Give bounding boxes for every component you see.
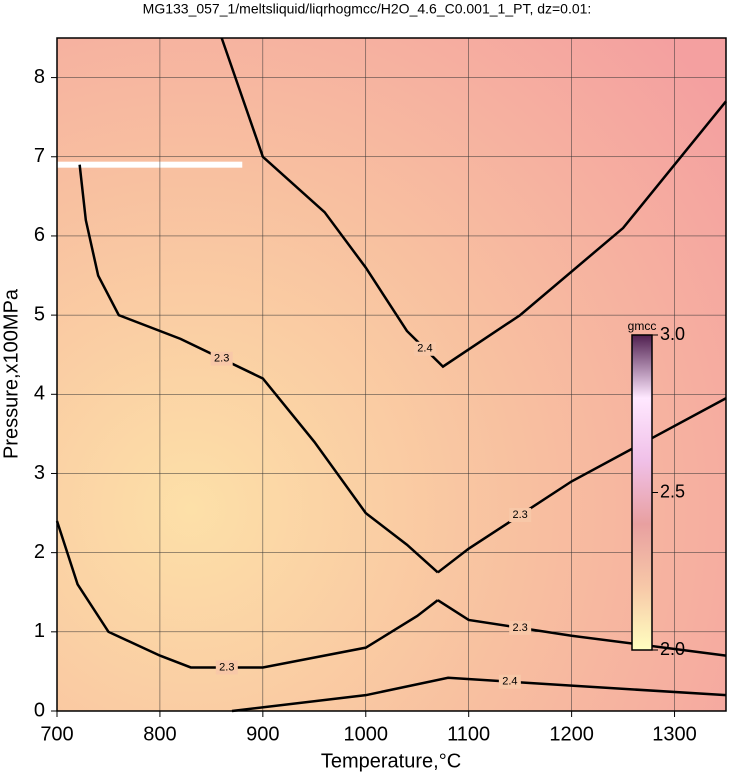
x-tick-label: 1100 bbox=[447, 723, 490, 745]
contour-label: 2.3 bbox=[513, 622, 528, 634]
plot-frame bbox=[56, 37, 727, 712]
colorbar-tick-label: 2.0 bbox=[660, 639, 685, 659]
contour-line bbox=[55, 520, 439, 669]
colorbar-label: gmcc bbox=[628, 319, 657, 333]
y-tick-label: 5 bbox=[34, 303, 45, 325]
y-tick-label: 6 bbox=[34, 224, 45, 246]
contour-label-bg bbox=[215, 660, 238, 675]
contour-label-bg bbox=[413, 341, 436, 356]
contour-label: 2.3 bbox=[219, 661, 234, 673]
y-tick-label: 4 bbox=[34, 383, 45, 405]
y-tick-label: 2 bbox=[34, 541, 45, 563]
x-tick-label: 700 bbox=[40, 723, 73, 745]
contour-label: 2.4 bbox=[417, 343, 432, 355]
colorbar bbox=[631, 334, 653, 651]
colorbar-tick-label: 3.0 bbox=[660, 324, 685, 344]
x-tick-label: 1200 bbox=[549, 723, 594, 745]
contour-line bbox=[220, 37, 727, 369]
y-tick-label: 1 bbox=[34, 620, 45, 642]
y-tick-label: 8 bbox=[34, 66, 45, 88]
contour-label: 2.3 bbox=[214, 353, 229, 365]
contour-label-bg bbox=[509, 508, 532, 523]
contour-line bbox=[231, 676, 727, 713]
y-tick-label: 0 bbox=[34, 699, 45, 721]
y-tick-label: 3 bbox=[34, 462, 45, 484]
colorbar-tick-label: 2.5 bbox=[660, 481, 685, 501]
contour-label-bg bbox=[509, 620, 532, 635]
artifact-bar bbox=[57, 161, 243, 168]
contour-label-bg bbox=[210, 351, 233, 366]
x-tick-label: 900 bbox=[246, 723, 279, 745]
x-axis-label: Temperature,°C bbox=[321, 750, 461, 772]
y-tick-label: 7 bbox=[34, 145, 45, 167]
chart-title: MG133_057_1/meltsliquid/liqrhogmcc/H2O_4… bbox=[143, 1, 592, 17]
x-tick-label: 1300 bbox=[652, 723, 697, 745]
x-tick-label: 800 bbox=[143, 723, 176, 745]
plot-background bbox=[57, 38, 726, 711]
y-axis-label: Pressure,x100MPa bbox=[0, 288, 22, 459]
contour-label: 2.3 bbox=[513, 509, 528, 521]
contour-label: 2.4 bbox=[502, 676, 517, 688]
contour-label-bg bbox=[498, 674, 521, 689]
x-tick-label: 1000 bbox=[344, 723, 389, 745]
